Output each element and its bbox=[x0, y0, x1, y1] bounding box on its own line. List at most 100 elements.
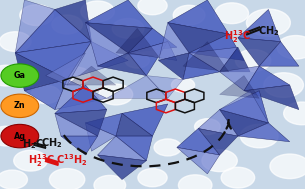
Circle shape bbox=[178, 175, 212, 189]
Polygon shape bbox=[116, 136, 152, 161]
Circle shape bbox=[0, 32, 31, 51]
Circle shape bbox=[138, 0, 167, 15]
Circle shape bbox=[125, 53, 149, 68]
Circle shape bbox=[240, 124, 278, 148]
Polygon shape bbox=[198, 110, 238, 136]
Polygon shape bbox=[183, 53, 220, 79]
Polygon shape bbox=[107, 76, 168, 98]
Circle shape bbox=[284, 102, 305, 125]
Polygon shape bbox=[55, 113, 98, 136]
Circle shape bbox=[1, 64, 39, 87]
Polygon shape bbox=[55, 79, 107, 110]
Circle shape bbox=[0, 65, 23, 86]
Polygon shape bbox=[61, 136, 98, 155]
Circle shape bbox=[173, 5, 205, 25]
Text: $\mathbf{CH_2}$: $\mathbf{CH_2}$ bbox=[41, 136, 63, 150]
Circle shape bbox=[171, 78, 195, 92]
Polygon shape bbox=[220, 91, 268, 123]
Polygon shape bbox=[122, 104, 168, 136]
Polygon shape bbox=[85, 113, 122, 136]
Polygon shape bbox=[15, 0, 55, 53]
Polygon shape bbox=[177, 147, 220, 174]
Polygon shape bbox=[98, 155, 146, 180]
Circle shape bbox=[1, 94, 39, 118]
Polygon shape bbox=[98, 53, 146, 76]
Circle shape bbox=[215, 3, 249, 24]
Polygon shape bbox=[168, 23, 229, 53]
Polygon shape bbox=[15, 53, 67, 91]
Circle shape bbox=[112, 19, 144, 38]
Polygon shape bbox=[159, 23, 189, 60]
Text: $\mathbf{H_2^{13}C}$: $\mathbf{H_2^{13}C}$ bbox=[28, 152, 55, 169]
Polygon shape bbox=[67, 42, 128, 79]
Polygon shape bbox=[220, 76, 259, 98]
Polygon shape bbox=[128, 42, 168, 76]
Circle shape bbox=[20, 5, 53, 26]
Circle shape bbox=[14, 150, 47, 171]
Polygon shape bbox=[244, 66, 290, 91]
Polygon shape bbox=[146, 76, 183, 98]
Circle shape bbox=[10, 95, 39, 113]
Circle shape bbox=[235, 50, 271, 71]
Circle shape bbox=[270, 154, 305, 179]
Polygon shape bbox=[55, 110, 107, 136]
Polygon shape bbox=[116, 28, 159, 57]
Polygon shape bbox=[46, 53, 85, 85]
Text: $\mathbf{H_2C}$: $\mathbf{H_2C}$ bbox=[22, 137, 44, 151]
Polygon shape bbox=[259, 42, 299, 66]
Polygon shape bbox=[67, 66, 116, 85]
Polygon shape bbox=[220, 47, 250, 72]
Polygon shape bbox=[220, 66, 259, 91]
Polygon shape bbox=[15, 9, 92, 53]
Polygon shape bbox=[98, 136, 146, 161]
Polygon shape bbox=[168, 0, 229, 34]
Polygon shape bbox=[238, 123, 290, 142]
Polygon shape bbox=[159, 53, 189, 79]
Polygon shape bbox=[128, 42, 177, 60]
Polygon shape bbox=[220, 91, 268, 123]
Polygon shape bbox=[85, 123, 116, 151]
Circle shape bbox=[1, 124, 39, 148]
Text: $\mathbf{C^{13}H_2}$: $\mathbf{C^{13}H_2}$ bbox=[56, 152, 87, 167]
Circle shape bbox=[94, 175, 126, 189]
Circle shape bbox=[0, 126, 22, 146]
Circle shape bbox=[246, 9, 290, 36]
Polygon shape bbox=[55, 85, 107, 113]
Polygon shape bbox=[238, 9, 281, 42]
Text: Zn: Zn bbox=[14, 101, 26, 110]
Polygon shape bbox=[177, 129, 220, 155]
Polygon shape bbox=[24, 79, 67, 110]
Text: Ga: Ga bbox=[14, 71, 26, 80]
Circle shape bbox=[63, 67, 90, 84]
Circle shape bbox=[202, 150, 237, 172]
Circle shape bbox=[264, 73, 303, 97]
Polygon shape bbox=[189, 34, 244, 60]
Polygon shape bbox=[85, 23, 128, 66]
Circle shape bbox=[81, 1, 114, 22]
Circle shape bbox=[138, 169, 167, 187]
Polygon shape bbox=[15, 42, 92, 79]
Circle shape bbox=[52, 15, 82, 34]
Polygon shape bbox=[85, 23, 152, 53]
Polygon shape bbox=[244, 85, 299, 110]
Circle shape bbox=[195, 119, 220, 135]
Text: $\mathbf{H_2^{13}C}$: $\mathbf{H_2^{13}C}$ bbox=[224, 28, 251, 45]
Text: Ag: Ag bbox=[14, 132, 26, 141]
Polygon shape bbox=[189, 47, 238, 72]
Polygon shape bbox=[238, 38, 281, 66]
Polygon shape bbox=[55, 0, 92, 42]
Circle shape bbox=[277, 36, 305, 59]
Circle shape bbox=[49, 169, 85, 189]
Circle shape bbox=[0, 170, 27, 189]
Text: $\mathbf{CH_2}$: $\mathbf{CH_2}$ bbox=[258, 24, 279, 38]
Polygon shape bbox=[128, 28, 177, 53]
Circle shape bbox=[154, 139, 181, 156]
Polygon shape bbox=[116, 113, 152, 136]
Polygon shape bbox=[183, 42, 229, 72]
Polygon shape bbox=[85, 0, 152, 28]
Polygon shape bbox=[220, 110, 268, 136]
Polygon shape bbox=[198, 129, 238, 155]
Circle shape bbox=[221, 167, 255, 188]
Circle shape bbox=[31, 85, 60, 104]
Circle shape bbox=[99, 84, 133, 105]
